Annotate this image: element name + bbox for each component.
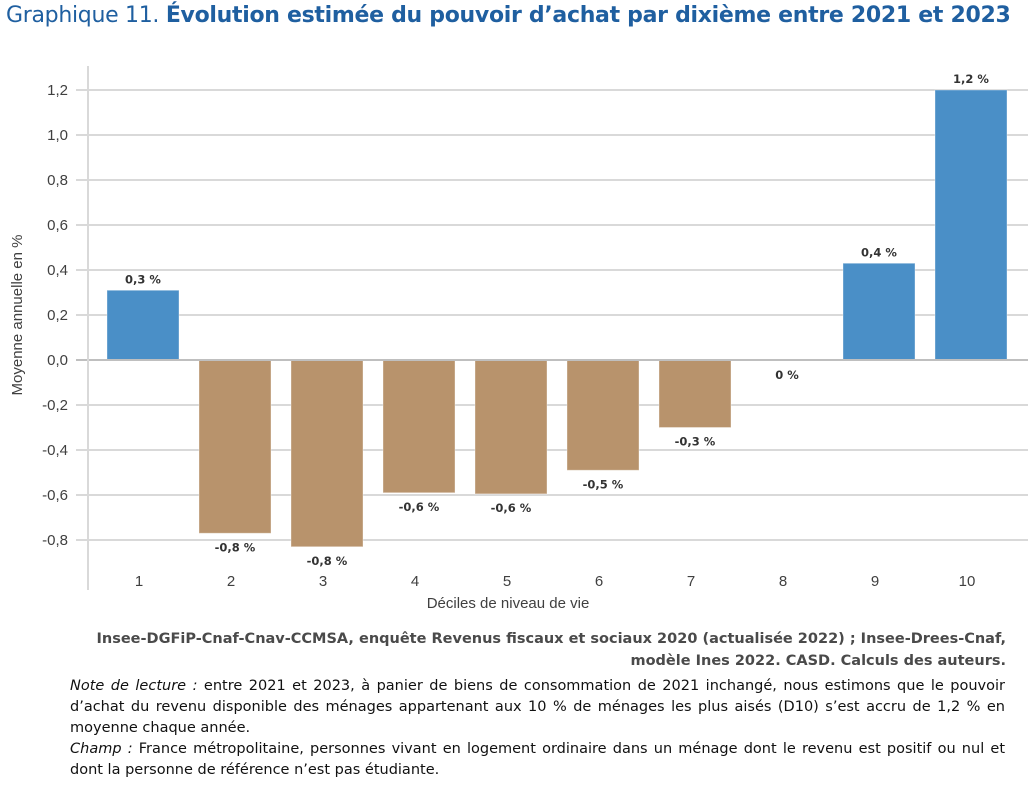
data-label: -0,6 % bbox=[491, 501, 532, 515]
x-tick-label: 6 bbox=[595, 573, 603, 590]
y-tick-label: 1,0 bbox=[47, 127, 68, 144]
reading-note-label: Note de lecture : bbox=[70, 678, 198, 694]
chart-title-prefix: Graphique 11. bbox=[6, 3, 160, 28]
y-tick-label: -0,4 bbox=[42, 442, 68, 459]
source-line-2: modèle Ines 2022. CASD. Calculs des aute… bbox=[630, 653, 1006, 669]
bar-decile-4 bbox=[382, 359, 456, 494]
source-line-1: Insee-DGFiP-Cnaf-Cnav-CCMSA, enquête Rev… bbox=[96, 631, 1007, 647]
data-label: 1,2 % bbox=[953, 72, 989, 86]
y-tick-label: 0,2 bbox=[47, 307, 68, 324]
y-tick-label: -0,6 bbox=[42, 487, 68, 504]
x-tick-label: 4 bbox=[411, 573, 419, 590]
x-tick-label: 5 bbox=[503, 573, 511, 590]
bar-decile-6 bbox=[566, 359, 640, 471]
bar-decile-1 bbox=[106, 289, 180, 361]
bars bbox=[106, 89, 1008, 548]
y-tick-label: -0,2 bbox=[42, 397, 68, 414]
y-tick-label: 0,6 bbox=[47, 217, 68, 234]
data-labels: 0,3 % -0,8 % -0,8 % -0,6 % -0,6 % -0,5 % -0,3 … bbox=[125, 72, 989, 568]
bar-decile-9 bbox=[842, 262, 916, 361]
bar-decile-3 bbox=[290, 359, 364, 548]
x-tick-label: 2 bbox=[227, 573, 235, 590]
data-label: -0,8 % bbox=[215, 540, 256, 554]
x-axis: 1 2 3 4 5 6 7 8 9 10 bbox=[135, 573, 976, 590]
x-tick-label: 7 bbox=[687, 573, 695, 590]
data-label: 0,3 % bbox=[125, 272, 161, 286]
chart-title: Graphique 11. Évolution estimée du pouvo… bbox=[6, 3, 1011, 28]
y-axis-title: Moyenne annuelle en % bbox=[9, 235, 26, 396]
y-tick-label: -0,8 bbox=[42, 532, 68, 549]
x-tick-label: 10 bbox=[959, 573, 976, 590]
chart-title-main: Évolution estimée du pouvoir d’achat par… bbox=[165, 3, 1011, 28]
reading-note-text: entre 2021 et 2023, à panier de biens de… bbox=[70, 678, 1005, 736]
reading-note: Note de lecture : entre 2021 et 2023, à … bbox=[70, 676, 1005, 739]
x-tick-label: 3 bbox=[319, 573, 327, 590]
x-tick-label: 8 bbox=[779, 573, 787, 590]
data-label: -0,8 % bbox=[307, 554, 348, 568]
data-label: -0,6 % bbox=[399, 500, 440, 514]
x-tick-label: 9 bbox=[871, 573, 879, 590]
y-tick-label: 0,8 bbox=[47, 172, 68, 189]
y-tick-label: 1,2 bbox=[47, 82, 68, 99]
bar-decile-5 bbox=[474, 359, 548, 495]
scope-note-text: France métropolitaine, personnes vivant … bbox=[70, 741, 1005, 778]
y-tick-label: 0,0 bbox=[47, 352, 68, 369]
data-label: -0,5 % bbox=[583, 477, 624, 491]
x-axis-title: Déciles de niveau de vie bbox=[427, 595, 590, 612]
scope-note: Champ : France métropolitaine, personnes… bbox=[70, 739, 1005, 781]
y-axis: 1,2 1,0 0,8 0,6 0,4 0,2 0,0 -0,2 -0,4 -0,6 -0,8 bbox=[42, 66, 89, 590]
x-tick-label: 1 bbox=[135, 573, 143, 590]
data-label: -0,3 % bbox=[675, 435, 716, 449]
data-label: 0 % bbox=[775, 368, 799, 382]
bar-chart: 1,2 1,0 0,8 0,6 0,4 0,2 0,0 -0,2 -0,4 -0,6 -0,8 1 2… bbox=[9, 66, 1028, 612]
notes: Note de lecture : entre 2021 et 2023, à … bbox=[70, 676, 1005, 781]
scope-note-label: Champ : bbox=[70, 741, 133, 757]
bar-decile-10 bbox=[934, 89, 1008, 361]
bar-decile-7 bbox=[658, 359, 732, 428]
source-note: Insee-DGFiP-Cnaf-Cnav-CCMSA, enquête Rev… bbox=[46, 628, 1007, 672]
y-tick-label: 0,4 bbox=[47, 262, 68, 279]
data-label: 0,4 % bbox=[861, 245, 897, 259]
bar-decile-2 bbox=[198, 359, 272, 534]
